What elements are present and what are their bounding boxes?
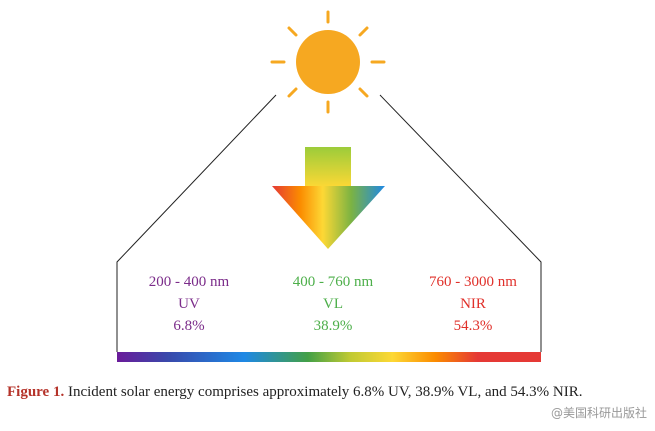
band-range: 400 - 760 nm — [293, 274, 374, 290]
band-share: 38.9% — [314, 318, 353, 334]
sun — [270, 10, 386, 114]
outline — [116, 94, 277, 352]
band-range: 760 - 3000 nm — [429, 274, 517, 290]
caption: Figure 1. Incident solar energy comprise… — [7, 381, 652, 403]
caption-label: Figure 1. — [7, 384, 65, 400]
band-share: 54.3% — [454, 318, 493, 334]
band-name: VL — [323, 296, 343, 312]
spectrum-bar — [117, 352, 541, 362]
watermark: @美国科研出版社 — [550, 406, 647, 420]
caption-text: Incident solar energy comprises approxim… — [67, 384, 583, 400]
band-name: NIR — [460, 296, 486, 312]
arrow — [272, 147, 385, 249]
band-range: 200 - 400 nm — [149, 274, 230, 290]
band-name: UV — [178, 296, 200, 312]
band-share: 6.8% — [173, 318, 204, 334]
outline — [379, 94, 542, 352]
